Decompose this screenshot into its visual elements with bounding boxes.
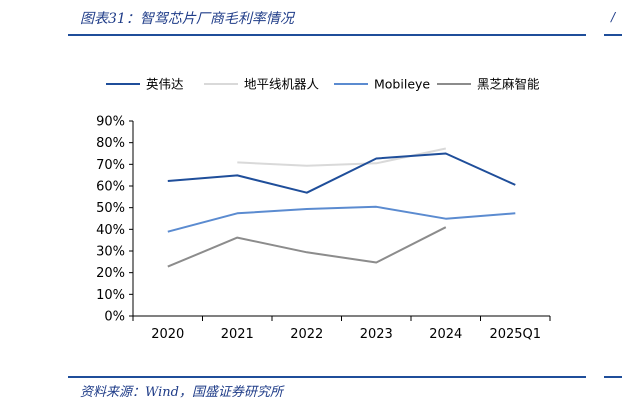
y-tick-label: 0% (104, 310, 125, 325)
series-line-3 (167, 226, 447, 268)
series-line-1 (237, 147, 447, 167)
footer-divider-stub (604, 376, 622, 378)
x-tick-label: 2023 (360, 327, 393, 342)
footer-divider (68, 376, 586, 378)
legend-label: 英伟达 (146, 77, 184, 92)
title-divider-stub (604, 34, 622, 36)
chart-title: 图表31：智驾芯片厂商毛利率情况 (80, 11, 294, 27)
legend-label: 地平线机器人 (244, 77, 320, 92)
legend-label: 黑芝麻智能 (477, 77, 540, 92)
y-tick-label: 70% (96, 158, 125, 173)
y-tick-label: 90% (96, 115, 125, 130)
x-axis: 2020 2021 2022 2023 2024 2025Q1 (132, 315, 551, 342)
title-divider (68, 34, 586, 36)
x-tick-label: 2025Q1 (489, 327, 541, 342)
x-tick-label: 2021 (221, 327, 254, 342)
adjacent-page-edge: / (611, 10, 616, 24)
x-tick-label: 2024 (429, 327, 462, 342)
y-tick-label: 60% (96, 180, 125, 195)
y-tick-label: 10% (96, 288, 125, 303)
y-tick-label: 80% (96, 136, 125, 151)
y-tick-label: 30% (96, 245, 125, 260)
series-line-2 (167, 205, 516, 233)
y-tick-label: 40% (96, 223, 125, 238)
y-axis: 0% 10% 20% 30% 40% 50% 60% 70% 80% 90% (96, 115, 134, 325)
legend-label: Mobileye (374, 77, 430, 92)
series-lines (167, 147, 516, 268)
x-tick-label: 2020 (151, 327, 184, 342)
y-tick-label: 20% (96, 266, 125, 281)
x-tick-label: 2022 (290, 327, 323, 342)
y-tick-label: 50% (96, 201, 125, 216)
series-line-0 (167, 152, 516, 194)
legend: 英伟达 地平线机器人 Mobileye 黑芝麻智能 (106, 77, 540, 92)
source-note: 资料来源：Wind，国盛证券研究所 (80, 385, 283, 400)
